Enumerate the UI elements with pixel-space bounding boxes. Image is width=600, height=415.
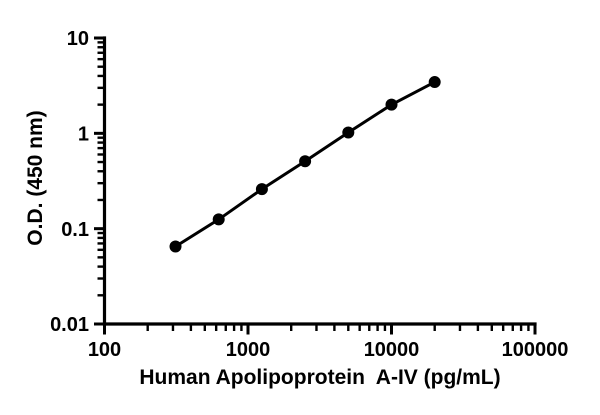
data-point [212, 213, 225, 226]
x-tick-label: 10000 [364, 339, 420, 361]
x-tick-label: 1000 [226, 339, 271, 361]
data-point [428, 76, 441, 89]
y-tick-label: 10 [67, 28, 89, 50]
data-point [342, 126, 355, 139]
x-axis-title: Human Apolipoprotein A-IV (pg/mL) [139, 366, 501, 389]
x-tick-label: 100000 [502, 339, 569, 361]
data-point [169, 240, 182, 253]
data-point [255, 183, 268, 196]
x-tick-label: 100 [88, 339, 121, 361]
y-tick-label: 0.1 [61, 219, 89, 241]
y-axis-title: O.D. (450 nm) [24, 110, 47, 246]
data-point [385, 98, 398, 111]
y-tick-label: 1 [78, 124, 89, 146]
data-point [299, 155, 312, 168]
y-tick-label: 0.01 [50, 314, 89, 336]
